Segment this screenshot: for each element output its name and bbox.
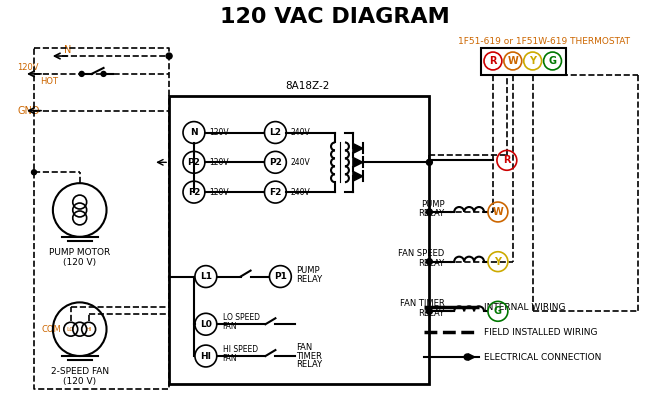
Circle shape: [426, 159, 432, 165]
Text: RELAY: RELAY: [296, 360, 322, 370]
Text: L1: L1: [200, 272, 212, 281]
Text: W: W: [507, 56, 518, 66]
Circle shape: [166, 53, 172, 59]
Text: L2: L2: [269, 128, 281, 137]
Text: G: G: [549, 56, 557, 66]
Text: RELAY: RELAY: [418, 309, 444, 318]
Text: FIELD INSTALLED WIRING: FIELD INSTALLED WIRING: [484, 328, 598, 337]
Text: PUMP: PUMP: [421, 199, 444, 209]
Text: 120V: 120V: [17, 63, 39, 72]
Text: LO: LO: [66, 327, 75, 332]
Text: INTERNAL WIRING: INTERNAL WIRING: [484, 303, 565, 312]
Text: R: R: [489, 56, 496, 66]
Text: GND: GND: [17, 106, 40, 116]
Text: F2: F2: [269, 188, 281, 197]
Text: RELAY: RELAY: [418, 259, 444, 268]
Text: FAN: FAN: [296, 343, 312, 352]
Text: L0: L0: [200, 320, 212, 329]
Circle shape: [79, 71, 84, 76]
Text: G: G: [494, 306, 502, 316]
Text: 120 VAC DIAGRAM: 120 VAC DIAGRAM: [220, 7, 450, 27]
Polygon shape: [353, 158, 363, 167]
Text: 240V: 240V: [290, 158, 310, 167]
Text: 120V: 120V: [209, 188, 228, 197]
Text: 240V: 240V: [290, 188, 310, 197]
Text: RELAY: RELAY: [296, 275, 322, 284]
Text: 1F51-619 or 1F51W-619 THERMOSTAT: 1F51-619 or 1F51W-619 THERMOSTAT: [458, 36, 630, 46]
Text: FAN: FAN: [222, 322, 237, 331]
Text: Y: Y: [494, 257, 501, 266]
Text: PUMP: PUMP: [296, 266, 320, 275]
Polygon shape: [353, 171, 363, 181]
Text: W: W: [492, 207, 503, 217]
Text: R: R: [503, 155, 511, 166]
Text: LO SPEED: LO SPEED: [222, 313, 260, 322]
Text: HI: HI: [200, 352, 211, 360]
Text: N: N: [190, 128, 198, 137]
Text: COM: COM: [42, 325, 62, 334]
Circle shape: [426, 209, 432, 215]
Text: F2: F2: [188, 188, 200, 197]
Circle shape: [464, 354, 470, 360]
Text: FAN SPEED: FAN SPEED: [398, 249, 444, 258]
Text: 120V: 120V: [209, 158, 228, 167]
Text: Y: Y: [529, 56, 536, 66]
Text: TIMER: TIMER: [296, 352, 322, 360]
Text: FAN TIMER: FAN TIMER: [399, 299, 444, 308]
Circle shape: [101, 71, 106, 76]
Text: P2: P2: [269, 158, 282, 167]
Circle shape: [426, 259, 432, 265]
Circle shape: [426, 308, 432, 314]
Text: HI: HI: [85, 327, 92, 332]
Text: HOT: HOT: [40, 78, 58, 86]
Text: (120 V): (120 V): [63, 258, 96, 267]
Text: P1: P1: [274, 272, 287, 281]
Circle shape: [31, 170, 36, 175]
Text: 8A18Z-2: 8A18Z-2: [285, 81, 330, 91]
Text: RELAY: RELAY: [418, 210, 444, 218]
Bar: [169, 96, 429, 384]
Text: 2-SPEED FAN: 2-SPEED FAN: [51, 367, 109, 376]
Bar: [481, 48, 566, 75]
Text: 120V: 120V: [209, 128, 228, 137]
Text: N: N: [64, 45, 71, 55]
Text: P2: P2: [188, 158, 200, 167]
Text: HI SPEED: HI SPEED: [222, 344, 258, 354]
Text: (120 V): (120 V): [63, 378, 96, 386]
Text: 240V: 240V: [290, 128, 310, 137]
Polygon shape: [353, 143, 363, 153]
Text: FAN: FAN: [222, 354, 237, 362]
Text: PUMP MOTOR: PUMP MOTOR: [49, 248, 111, 257]
Text: ELECTRICAL CONNECTION: ELECTRICAL CONNECTION: [484, 352, 602, 362]
